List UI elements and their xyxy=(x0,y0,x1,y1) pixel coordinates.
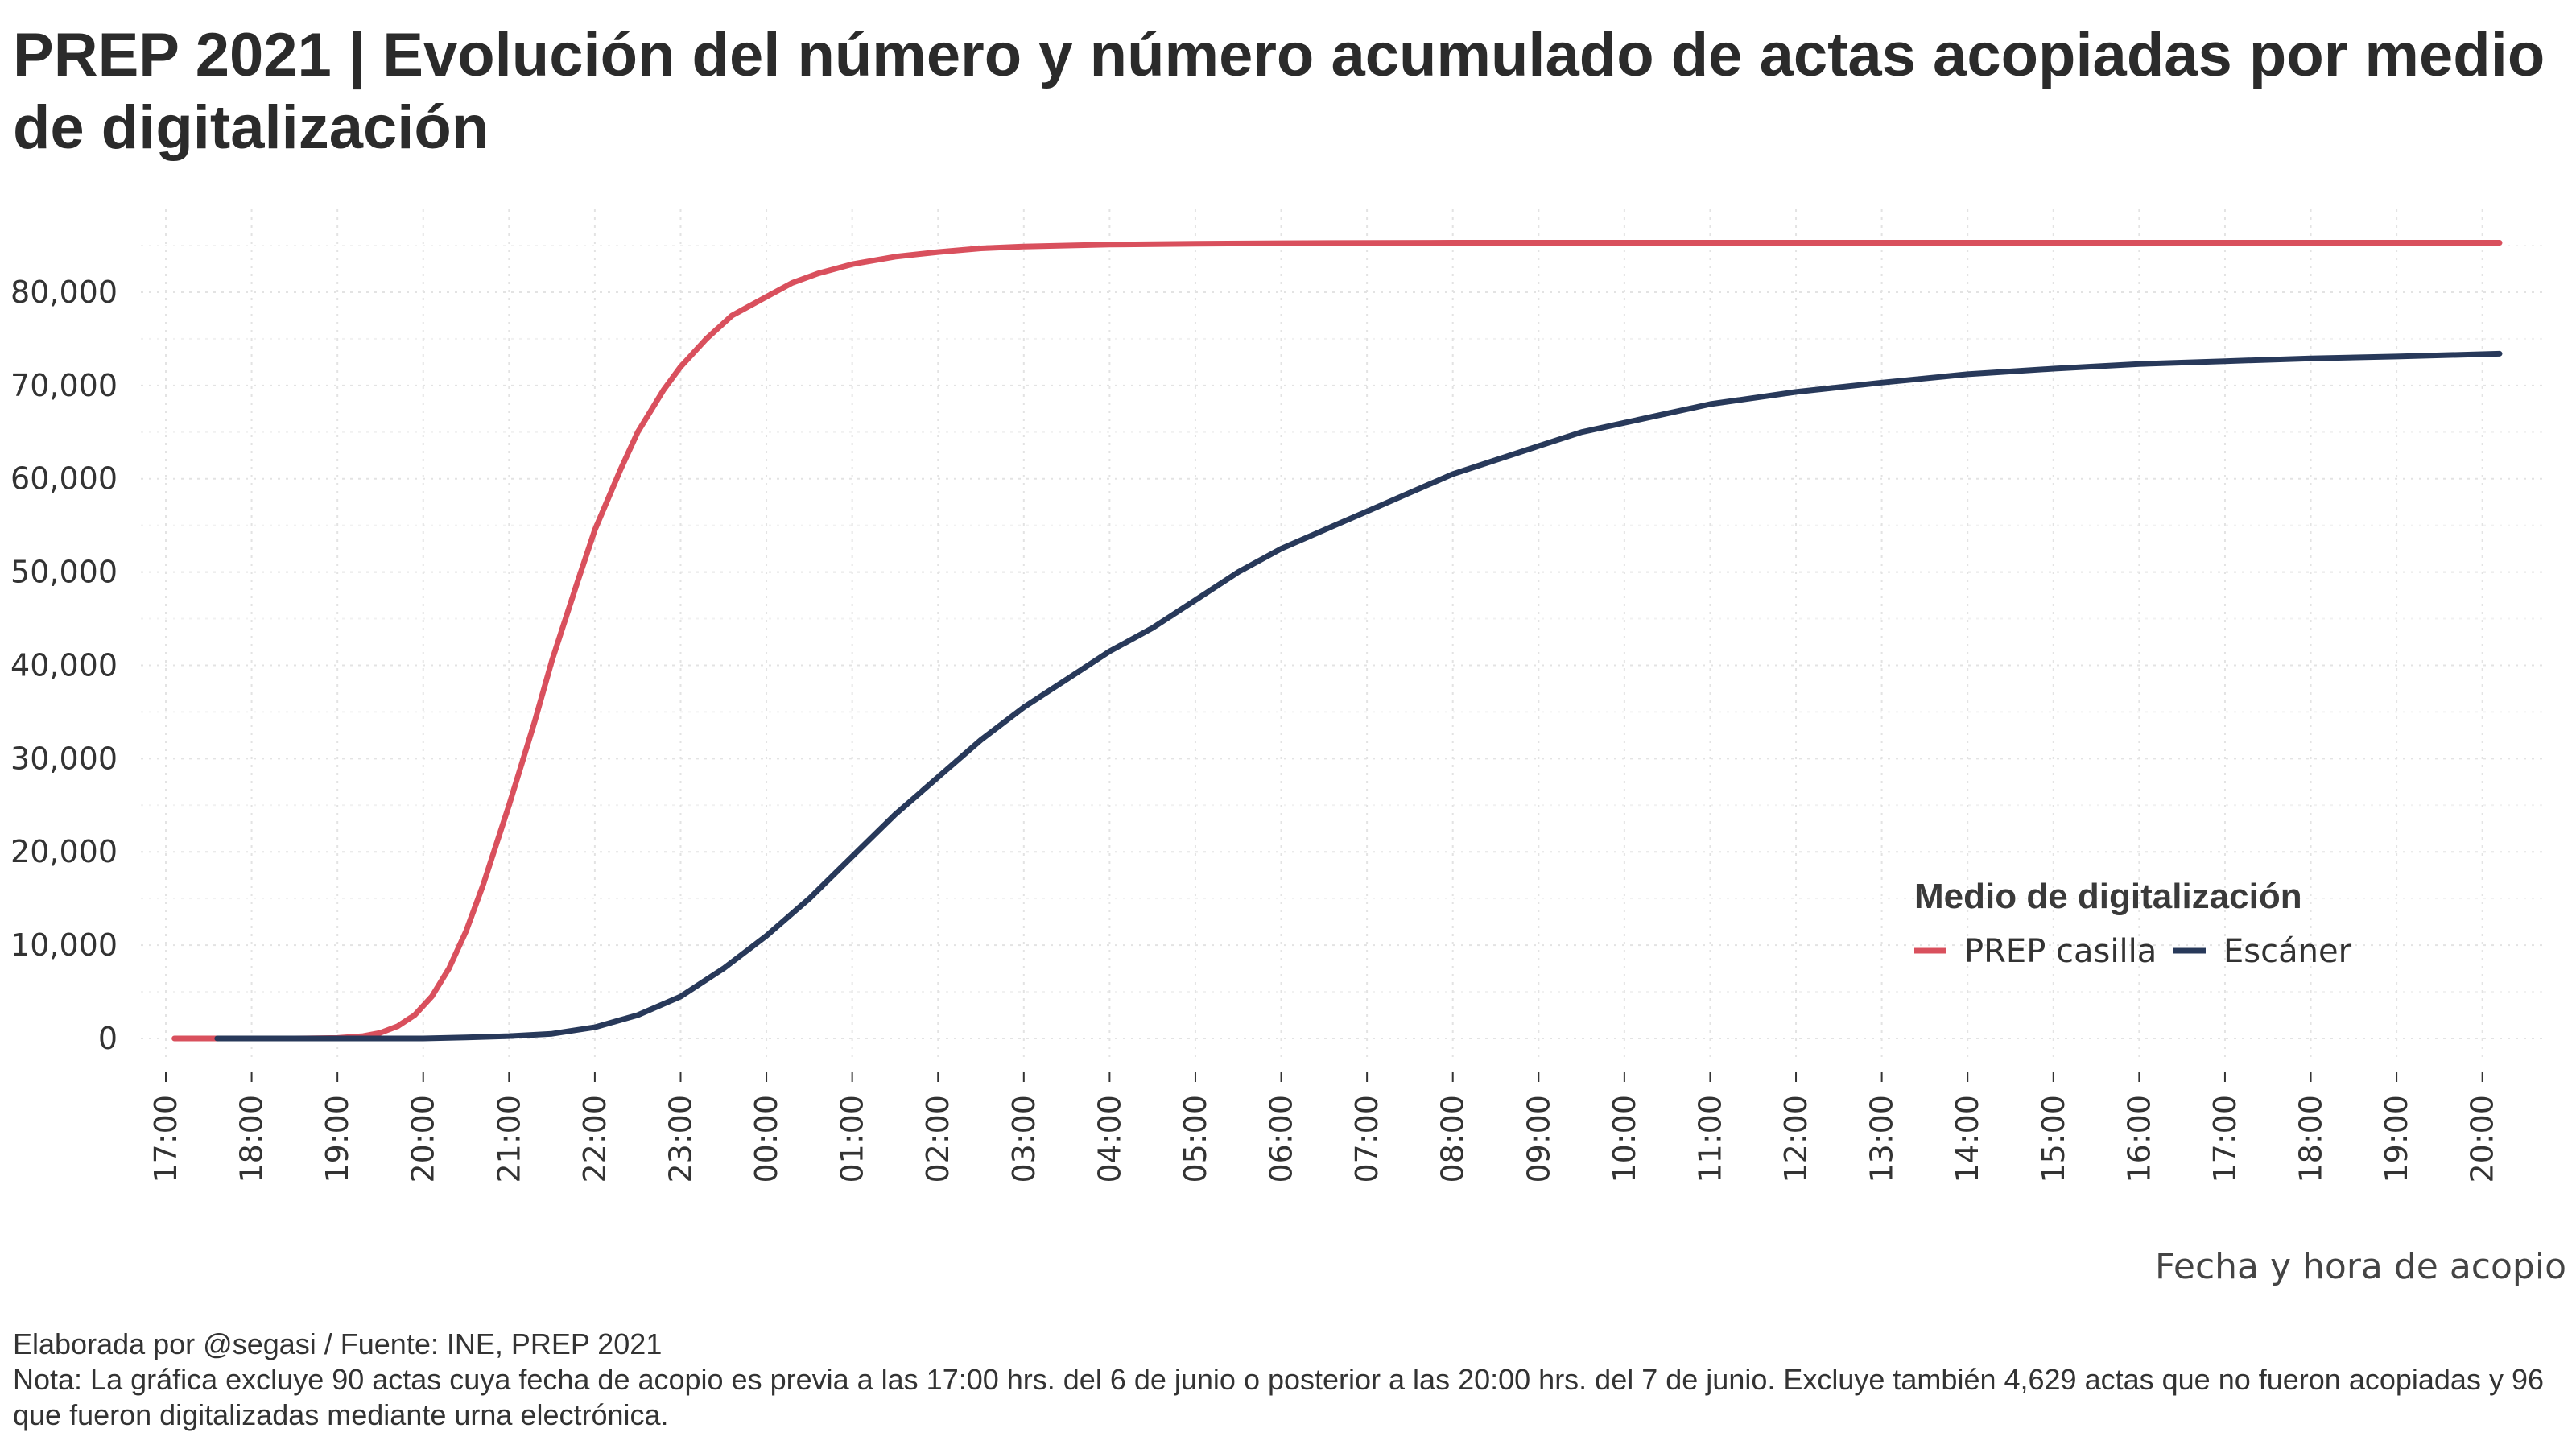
y-tick-label: 30,000 xyxy=(10,741,118,776)
x-axis-ticks: 17:00 18:00 19:00 20:00 21:00 22:00 23:00 00:00… xyxy=(148,1072,2500,1183)
grid xyxy=(141,209,2544,1063)
y-tick-label: 70,000 xyxy=(10,368,118,403)
x-tick-label: 18:00 xyxy=(2293,1095,2329,1183)
x-tick-label: 20:00 xyxy=(2465,1095,2500,1183)
x-tick-label: 17:00 xyxy=(2207,1095,2243,1183)
x-tick-label: 19:00 xyxy=(2379,1095,2414,1183)
x-tick-label: 13:00 xyxy=(1864,1095,1900,1183)
y-tick-label: 50,000 xyxy=(10,555,118,590)
x-tick-label: 05:00 xyxy=(1178,1095,1213,1183)
x-tick-label: 00:00 xyxy=(749,1095,784,1183)
x-tick-label: 20:00 xyxy=(406,1095,441,1183)
x-tick-label: 16:00 xyxy=(2121,1095,2157,1183)
x-tick-label: 11:00 xyxy=(1692,1095,1728,1183)
legend-label-prep-casilla: PREP casilla xyxy=(1964,933,2157,970)
x-tick-label: 03:00 xyxy=(1006,1095,1042,1183)
x-tick-label: 19:00 xyxy=(320,1095,355,1183)
chart-title: PREP 2021 | Evolución del número y númer… xyxy=(13,21,2545,162)
x-tick-label: 23:00 xyxy=(663,1095,698,1183)
x-tick-label: 15:00 xyxy=(2036,1095,2071,1183)
x-axis-label: Fecha y hora de acopio xyxy=(2155,1246,2566,1287)
y-tick-label: 0 xyxy=(98,1021,118,1056)
series-line-escaner xyxy=(214,350,2503,1042)
x-tick-label: 18:00 xyxy=(234,1095,270,1183)
y-axis-ticks: 0 10,000 20,000 30,000 40,000 50,000 60,000 70,… xyxy=(10,275,118,1056)
y-tick-label: 20,000 xyxy=(10,834,118,869)
footer: Elaborada por @segasi / Fuente: INE, PRE… xyxy=(13,1327,2565,1433)
x-tick-label: 22:00 xyxy=(577,1095,613,1183)
x-tick-label: 04:00 xyxy=(1092,1095,1127,1183)
x-tick-label: 06:00 xyxy=(1264,1095,1299,1183)
y-tick-label: 80,000 xyxy=(10,275,118,310)
x-tick-label: 09:00 xyxy=(1521,1095,1556,1183)
series-lines xyxy=(171,240,2503,1042)
x-tick-label: 08:00 xyxy=(1435,1095,1471,1183)
footer-note: Nota: La gráfica excluye 90 actas cuya f… xyxy=(13,1363,2544,1431)
series-line-prep-casilla xyxy=(171,240,2503,1042)
x-tick-label: 02:00 xyxy=(920,1095,956,1183)
legend: Medio de digitalización PREP casilla Esc… xyxy=(1914,877,2352,970)
y-tick-label: 60,000 xyxy=(10,461,118,497)
x-tick-label: 07:00 xyxy=(1349,1095,1385,1183)
y-tick-label: 40,000 xyxy=(10,647,118,683)
legend-title: Medio de digitalización xyxy=(1914,877,2302,916)
x-tick-label: 21:00 xyxy=(491,1095,526,1183)
x-tick-label: 14:00 xyxy=(1950,1095,1985,1183)
legend-label-escaner: Escáner xyxy=(2223,933,2352,970)
x-tick-label: 01:00 xyxy=(835,1095,870,1183)
x-tick-label: 12:00 xyxy=(1778,1095,1814,1183)
y-tick-label: 10,000 xyxy=(10,927,118,963)
x-tick-label: 10:00 xyxy=(1607,1095,1642,1183)
x-tick-label: 17:00 xyxy=(148,1095,184,1183)
footer-credit: Elaborada por @segasi / Fuente: INE, PRE… xyxy=(13,1327,663,1360)
